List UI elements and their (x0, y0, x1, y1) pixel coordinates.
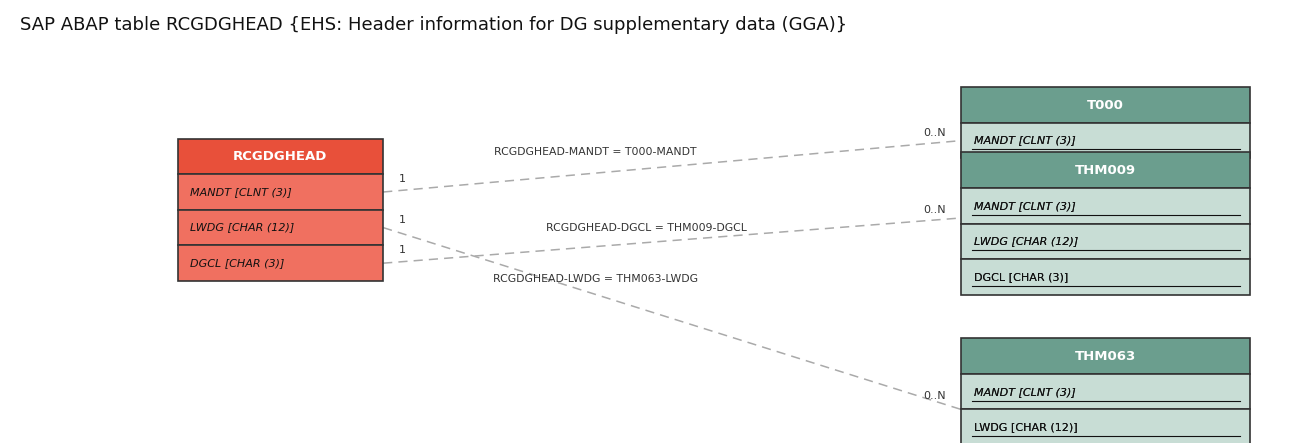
Text: THM009: THM009 (1076, 164, 1137, 177)
FancyBboxPatch shape (177, 139, 383, 174)
FancyBboxPatch shape (177, 174, 383, 210)
Text: MANDT [CLNT (3)]: MANDT [CLNT (3)] (974, 387, 1076, 396)
Text: RCGDGHEAD-LWDG = THM063-LWDG: RCGDGHEAD-LWDG = THM063-LWDG (493, 274, 698, 284)
Text: 0..N: 0..N (923, 205, 945, 215)
Text: 0..N: 0..N (923, 128, 945, 138)
Text: RCGDGHEAD-DGCL = THM009-DGCL: RCGDGHEAD-DGCL = THM009-DGCL (546, 223, 747, 233)
Text: DGCL [CHAR (3)]: DGCL [CHAR (3)] (974, 272, 1068, 282)
Text: MANDT [CLNT (3)]: MANDT [CLNT (3)] (974, 136, 1076, 146)
Text: LWDG [CHAR (12)]: LWDG [CHAR (12)] (974, 237, 1078, 246)
FancyBboxPatch shape (961, 409, 1250, 443)
Text: MANDT [CLNT (3)]: MANDT [CLNT (3)] (974, 201, 1076, 211)
Text: 1: 1 (398, 174, 406, 183)
FancyBboxPatch shape (961, 152, 1250, 188)
Text: LWDG [CHAR (12)]: LWDG [CHAR (12)] (974, 422, 1077, 432)
FancyBboxPatch shape (961, 259, 1250, 295)
Text: MANDT [CLNT (3)]: MANDT [CLNT (3)] (974, 136, 1076, 146)
Text: DGCL [CHAR (3)]: DGCL [CHAR (3)] (974, 272, 1068, 282)
Text: MANDT [CLNT (3)]: MANDT [CLNT (3)] (190, 187, 292, 197)
FancyBboxPatch shape (961, 188, 1250, 224)
Text: LWDG [CHAR (12)]: LWDG [CHAR (12)] (190, 222, 295, 233)
FancyBboxPatch shape (177, 245, 383, 281)
Text: MANDT [CLNT (3)]: MANDT [CLNT (3)] (974, 201, 1076, 211)
Text: DGCL [CHAR (3)]: DGCL [CHAR (3)] (190, 258, 284, 268)
Text: 0..N: 0..N (923, 391, 945, 400)
Text: RCGDGHEAD: RCGDGHEAD (233, 150, 327, 163)
Text: LWDG [CHAR (12)]: LWDG [CHAR (12)] (974, 237, 1078, 246)
Text: SAP ABAP table RCGDGHEAD {EHS: Header information for DG supplementary data (GGA: SAP ABAP table RCGDGHEAD {EHS: Header in… (19, 16, 847, 34)
FancyBboxPatch shape (961, 338, 1250, 374)
FancyBboxPatch shape (961, 123, 1250, 159)
Text: 1: 1 (398, 245, 406, 255)
Text: T000: T000 (1087, 98, 1124, 112)
FancyBboxPatch shape (961, 224, 1250, 259)
FancyBboxPatch shape (961, 374, 1250, 409)
Text: MANDT [CLNT (3)]: MANDT [CLNT (3)] (974, 387, 1076, 396)
Text: RCGDGHEAD-MANDT = T000-MANDT: RCGDGHEAD-MANDT = T000-MANDT (494, 148, 697, 157)
Text: THM063: THM063 (1076, 350, 1137, 363)
FancyBboxPatch shape (177, 210, 383, 245)
Text: 1: 1 (398, 215, 406, 225)
Text: LWDG [CHAR (12)]: LWDG [CHAR (12)] (974, 422, 1077, 432)
FancyBboxPatch shape (961, 87, 1250, 123)
